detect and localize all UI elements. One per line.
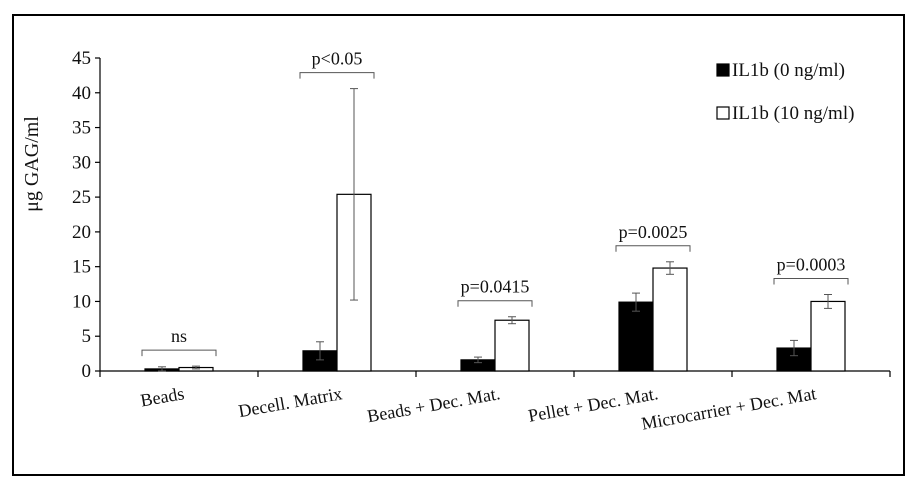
error-bar [666, 261, 674, 275]
bars [144, 193, 846, 372]
significance-label: p<0.05 [312, 49, 363, 69]
error-bar [158, 366, 166, 372]
y-tick-label: 5 [82, 326, 92, 347]
y-axis-label: μg GAG/ml [21, 116, 43, 212]
x-tick-label: Beads [139, 383, 186, 410]
y-tick-label: 0 [82, 361, 92, 382]
legend-label: IL1b (0 ng/ml) [732, 60, 845, 81]
bar [618, 301, 654, 372]
y-tick-label: 45 [72, 48, 91, 69]
bar [652, 267, 688, 372]
y-tick-label: 10 [72, 291, 91, 312]
legend-item: IL1b (10 ng/ml) [716, 103, 854, 124]
significance-label: p=0.0415 [461, 277, 530, 297]
x-tick-label: Pellet + Dec. Mat. [527, 383, 660, 426]
error-bar [632, 292, 640, 312]
legend-swatch [716, 106, 730, 120]
legend-swatch [716, 63, 730, 77]
error-bar [508, 316, 516, 325]
significance-bracket: p=0.0025 [615, 222, 691, 252]
significance-annotations: ns p<0.05 p=0.0415 p=0.0025 p=0.0003 [141, 49, 849, 357]
significance-label: ns [171, 326, 187, 346]
x-tick-label: Beads + Dec. Mat. [366, 383, 502, 426]
legend: IL1b (0 ng/ml) IL1b (10 ng/ml) [716, 60, 854, 124]
significance-bracket: p=0.0003 [773, 254, 849, 285]
y-tick-label: 30 [72, 152, 91, 173]
error-bar [192, 365, 200, 370]
bar [810, 300, 846, 372]
x-tick-label: Decell. Matrix [237, 383, 344, 421]
significance-bracket: p<0.05 [299, 49, 375, 79]
error-bar [474, 356, 482, 364]
bar [494, 319, 530, 372]
significance-bracket: ns [141, 326, 217, 357]
error-bar [316, 341, 324, 361]
significance-label: p=0.0003 [777, 254, 846, 274]
significance-label: p=0.0025 [619, 222, 688, 242]
error-bar [824, 293, 832, 309]
y-tick-label: 15 [72, 257, 91, 278]
x-axis: Beads Decell. Matrix Beads + Dec. Mat. Pell… [99, 370, 891, 434]
x-tick-label: Microcarrier + Dec. Mat [640, 383, 818, 433]
legend-label: IL1b (10 ng/ml) [732, 103, 854, 124]
error-bars [158, 88, 832, 372]
y-tick-label: 40 [72, 83, 91, 104]
error-bar [790, 339, 798, 357]
significance-bracket: p=0.0415 [457, 277, 533, 307]
legend-item: IL1b (0 ng/ml) [716, 60, 845, 81]
y-tick-label: 35 [72, 118, 91, 139]
y-tick-label: 20 [72, 222, 91, 243]
chart-frame: 0 5 10 15 20 25 30 35 40 45 Beads Decell. Matrix Be… [12, 14, 905, 476]
y-tick-label: 25 [72, 187, 91, 208]
error-bar [350, 88, 358, 301]
y-axis: 0 5 10 15 20 25 30 35 40 45 [72, 48, 101, 382]
